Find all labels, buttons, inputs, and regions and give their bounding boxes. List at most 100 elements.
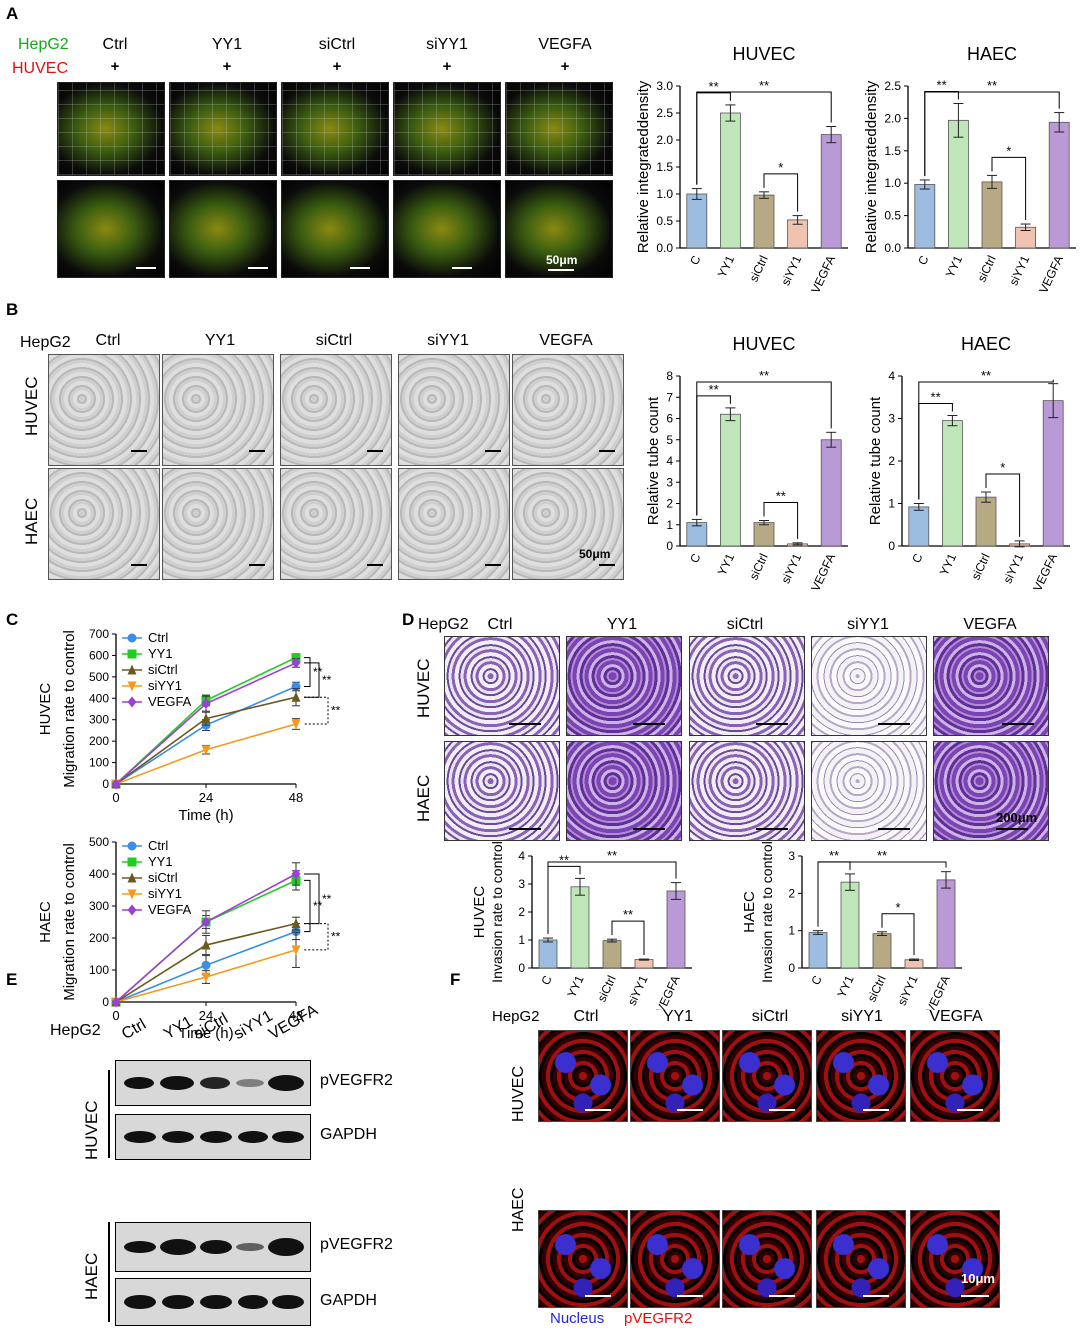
significance-bracket <box>924 91 1060 176</box>
significance-bracket <box>763 173 799 212</box>
significance-label: ** <box>776 489 786 504</box>
chart-title: HUVEC <box>732 334 795 354</box>
tube-haec-siyy1 <box>398 468 510 580</box>
y-tick-label: 2.0 <box>656 133 673 147</box>
group-header-ctrl: Ctrl <box>102 36 128 53</box>
ifc-haec-ctrl <box>538 1210 628 1308</box>
bar <box>975 496 997 547</box>
x-tick-label: siCtrl <box>968 551 992 582</box>
x-tick-label: YY1 <box>937 551 959 578</box>
band <box>238 1131 268 1143</box>
legend-label: siCtrl <box>148 870 178 885</box>
group-header-siyy1: siYY1 <box>426 36 468 53</box>
significance-bracket <box>304 879 311 933</box>
significance-bracket <box>881 913 915 956</box>
panel-f-group-siyy1: siYY1 <box>841 1008 883 1025</box>
y-tick-label: 4 <box>888 369 895 383</box>
significance-label: * <box>778 160 783 175</box>
panel-b-row-haec: HAEC <box>22 497 41 545</box>
significance-label: ** <box>877 848 887 863</box>
x-tick-label: VEGFA <box>1030 551 1060 593</box>
data-point <box>127 633 137 643</box>
tube-haec-yy1 <box>162 468 274 580</box>
significance-label: ** <box>937 77 947 92</box>
x-tick-label: siCtrl <box>594 973 618 1004</box>
panel-b-group-siyy1: siYY1 <box>427 332 469 349</box>
ifc-haec-vegfa: 10μm <box>910 1210 1000 1308</box>
scale-label-d: 200μm <box>996 810 1038 825</box>
y-tick-label: 0.0 <box>656 241 673 255</box>
chart-b-huvec: HUVEC Relative tube count 0 1 2 3 4 5 6 7 8 C YY1 siC… <box>645 334 848 594</box>
band <box>268 1238 304 1256</box>
fluor-3d-ctrl <box>57 82 165 176</box>
x-tick-label: C <box>915 253 931 267</box>
chart-row-label: HAEC <box>741 891 758 933</box>
bar <box>948 119 969 249</box>
x-tick-label: YY1 <box>834 973 856 1000</box>
scale-label-b: 50μm <box>579 547 611 561</box>
panel-label-f: F <box>450 970 461 989</box>
panel-b-group-ctrl: Ctrl <box>95 332 121 349</box>
bar <box>602 940 622 969</box>
data-point <box>111 778 121 790</box>
chart-c-haec: HAEC Migration rate to control 0 100 200 300 4… <box>37 835 341 1042</box>
data-point <box>127 904 137 916</box>
y-tick-label: 1.5 <box>884 144 901 158</box>
x-tick-label: siCtrl <box>864 973 888 1004</box>
bar <box>808 932 828 969</box>
x-tick-label: YY1 <box>564 973 586 1000</box>
y-tick-label: 300 <box>89 713 109 727</box>
stain-haec-sictrl <box>689 741 805 841</box>
band-label-pvegfr2-huvec: pVEGFR2 <box>320 1072 393 1089</box>
y-tick-label: 0 <box>102 995 109 1009</box>
y-tick-label: 0.5 <box>656 214 673 228</box>
x-tick-label: C <box>808 973 824 987</box>
y-tick-label: 0 <box>102 777 109 791</box>
significance-label: ** <box>981 368 991 383</box>
significance-bracket <box>547 861 677 935</box>
significance-bracket <box>696 91 832 185</box>
x-tick-label: siYY1 <box>778 551 804 586</box>
x-tick-label: siCtrl <box>974 253 998 284</box>
band <box>160 1239 196 1255</box>
significance-bracket <box>304 923 329 951</box>
panel-label-c: C <box>6 610 19 629</box>
legend-label: YY1 <box>148 646 173 661</box>
plus-yy1: + <box>222 58 232 75</box>
bar <box>820 439 842 547</box>
significance-label: ** <box>313 665 323 679</box>
y-tick-label: 6 <box>666 412 673 426</box>
chart-row-label: HUVEC <box>471 886 488 939</box>
bar <box>840 881 860 969</box>
chart-b-haec: HAEC Relative tube count 0 1 2 3 4 C YY1 siCtrl si… <box>867 334 1070 594</box>
x-tick-label: C <box>687 253 703 267</box>
blot-haec-pvegfr2 <box>115 1222 311 1272</box>
ifc-huvec-vegfa <box>910 1030 1000 1122</box>
group-header-sictrl: siCtrl <box>318 36 356 53</box>
y-tick-label: 0.0 <box>884 241 901 255</box>
data-point <box>127 889 137 900</box>
band-label-gapdh-huvec: GAPDH <box>320 1126 377 1143</box>
x-tick-label: 24 <box>199 790 213 805</box>
y-tick-label: 3.0 <box>656 79 673 93</box>
data-point <box>127 649 137 659</box>
chart-a-haec: HAEC Relative integrateddensity 0.0 0.5 1.0 1… <box>863 44 1076 296</box>
legend-label: siYY1 <box>148 886 182 901</box>
x-tick-label: 48 <box>289 1008 303 1023</box>
haec-bracket <box>108 1222 110 1322</box>
significance-label: * <box>1000 460 1005 475</box>
ifc-huvec-ctrl <box>538 1030 628 1122</box>
y-axis-label: Invasion rate to control <box>759 841 775 983</box>
panel-b-group-yy1: YY1 <box>204 332 236 349</box>
panel-f-row-haec: HAEC <box>510 1187 527 1232</box>
blot-huvec-pvegfr2 <box>115 1060 311 1106</box>
ifc-huvec-siyy1 <box>816 1030 906 1122</box>
y-tick-label: 600 <box>89 648 109 662</box>
data-point <box>127 841 137 851</box>
legend-label: Ctrl <box>148 838 168 853</box>
y-tick-label: 4 <box>666 454 673 468</box>
plus-vegfa: + <box>560 58 570 75</box>
significance-bracket <box>611 920 645 956</box>
band <box>162 1295 194 1309</box>
tube-haec-vegfa: 50μm <box>512 468 624 580</box>
